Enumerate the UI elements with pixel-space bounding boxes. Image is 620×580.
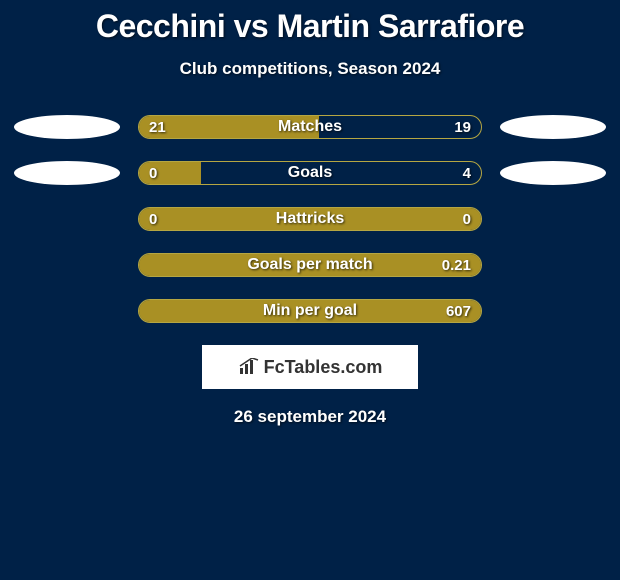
spacer (14, 253, 120, 277)
stat-label: Goals per match (247, 254, 372, 276)
stat-row-goals: 0 Goals 4 (0, 161, 620, 185)
comparison-card: Cecchini vs Martin Sarrafiore Club compe… (0, 0, 620, 427)
stat-right-value: 607 (446, 300, 471, 322)
page-title: Cecchini vs Martin Sarrafiore (0, 8, 620, 45)
stat-label: Matches (278, 116, 342, 138)
stat-bar: 21 Matches 19 (138, 115, 482, 139)
stat-bar: 0 Goals 4 (138, 161, 482, 185)
stat-label: Min per goal (263, 300, 357, 322)
logo: FcTables.com (238, 357, 383, 378)
spacer (500, 207, 606, 231)
stat-right-value: 0.21 (442, 254, 471, 276)
stats-area: 21 Matches 19 0 Goals 4 0 Hattricks 0 (0, 115, 620, 323)
stat-row-mpg: Min per goal 607 (0, 299, 620, 323)
player-right-marker (500, 161, 606, 185)
logo-text: FcTables.com (264, 357, 383, 378)
stat-row-hattricks: 0 Hattricks 0 (0, 207, 620, 231)
stat-bar: Min per goal 607 (138, 299, 482, 323)
spacer (500, 299, 606, 323)
player-right-marker (500, 115, 606, 139)
spacer (500, 253, 606, 277)
spacer (14, 207, 120, 231)
logo-box: FcTables.com (202, 345, 418, 389)
stat-right-value: 19 (454, 116, 471, 138)
stat-left-value: 21 (149, 116, 166, 138)
stat-bar: 0 Hattricks 0 (138, 207, 482, 231)
stat-right-value: 4 (463, 162, 471, 184)
stat-row-gpm: Goals per match 0.21 (0, 253, 620, 277)
stat-bar: Goals per match 0.21 (138, 253, 482, 277)
stat-left-value: 0 (149, 162, 157, 184)
date: 26 september 2024 (0, 407, 620, 427)
stat-label: Goals (288, 162, 332, 184)
stat-row-matches: 21 Matches 19 (0, 115, 620, 139)
chart-icon (238, 358, 260, 376)
player-left-marker (14, 161, 120, 185)
stat-right-value: 0 (463, 208, 471, 230)
stat-label: Hattricks (276, 208, 344, 230)
player-left-marker (14, 115, 120, 139)
spacer (14, 299, 120, 323)
stat-left-value: 0 (149, 208, 157, 230)
subtitle: Club competitions, Season 2024 (0, 59, 620, 79)
